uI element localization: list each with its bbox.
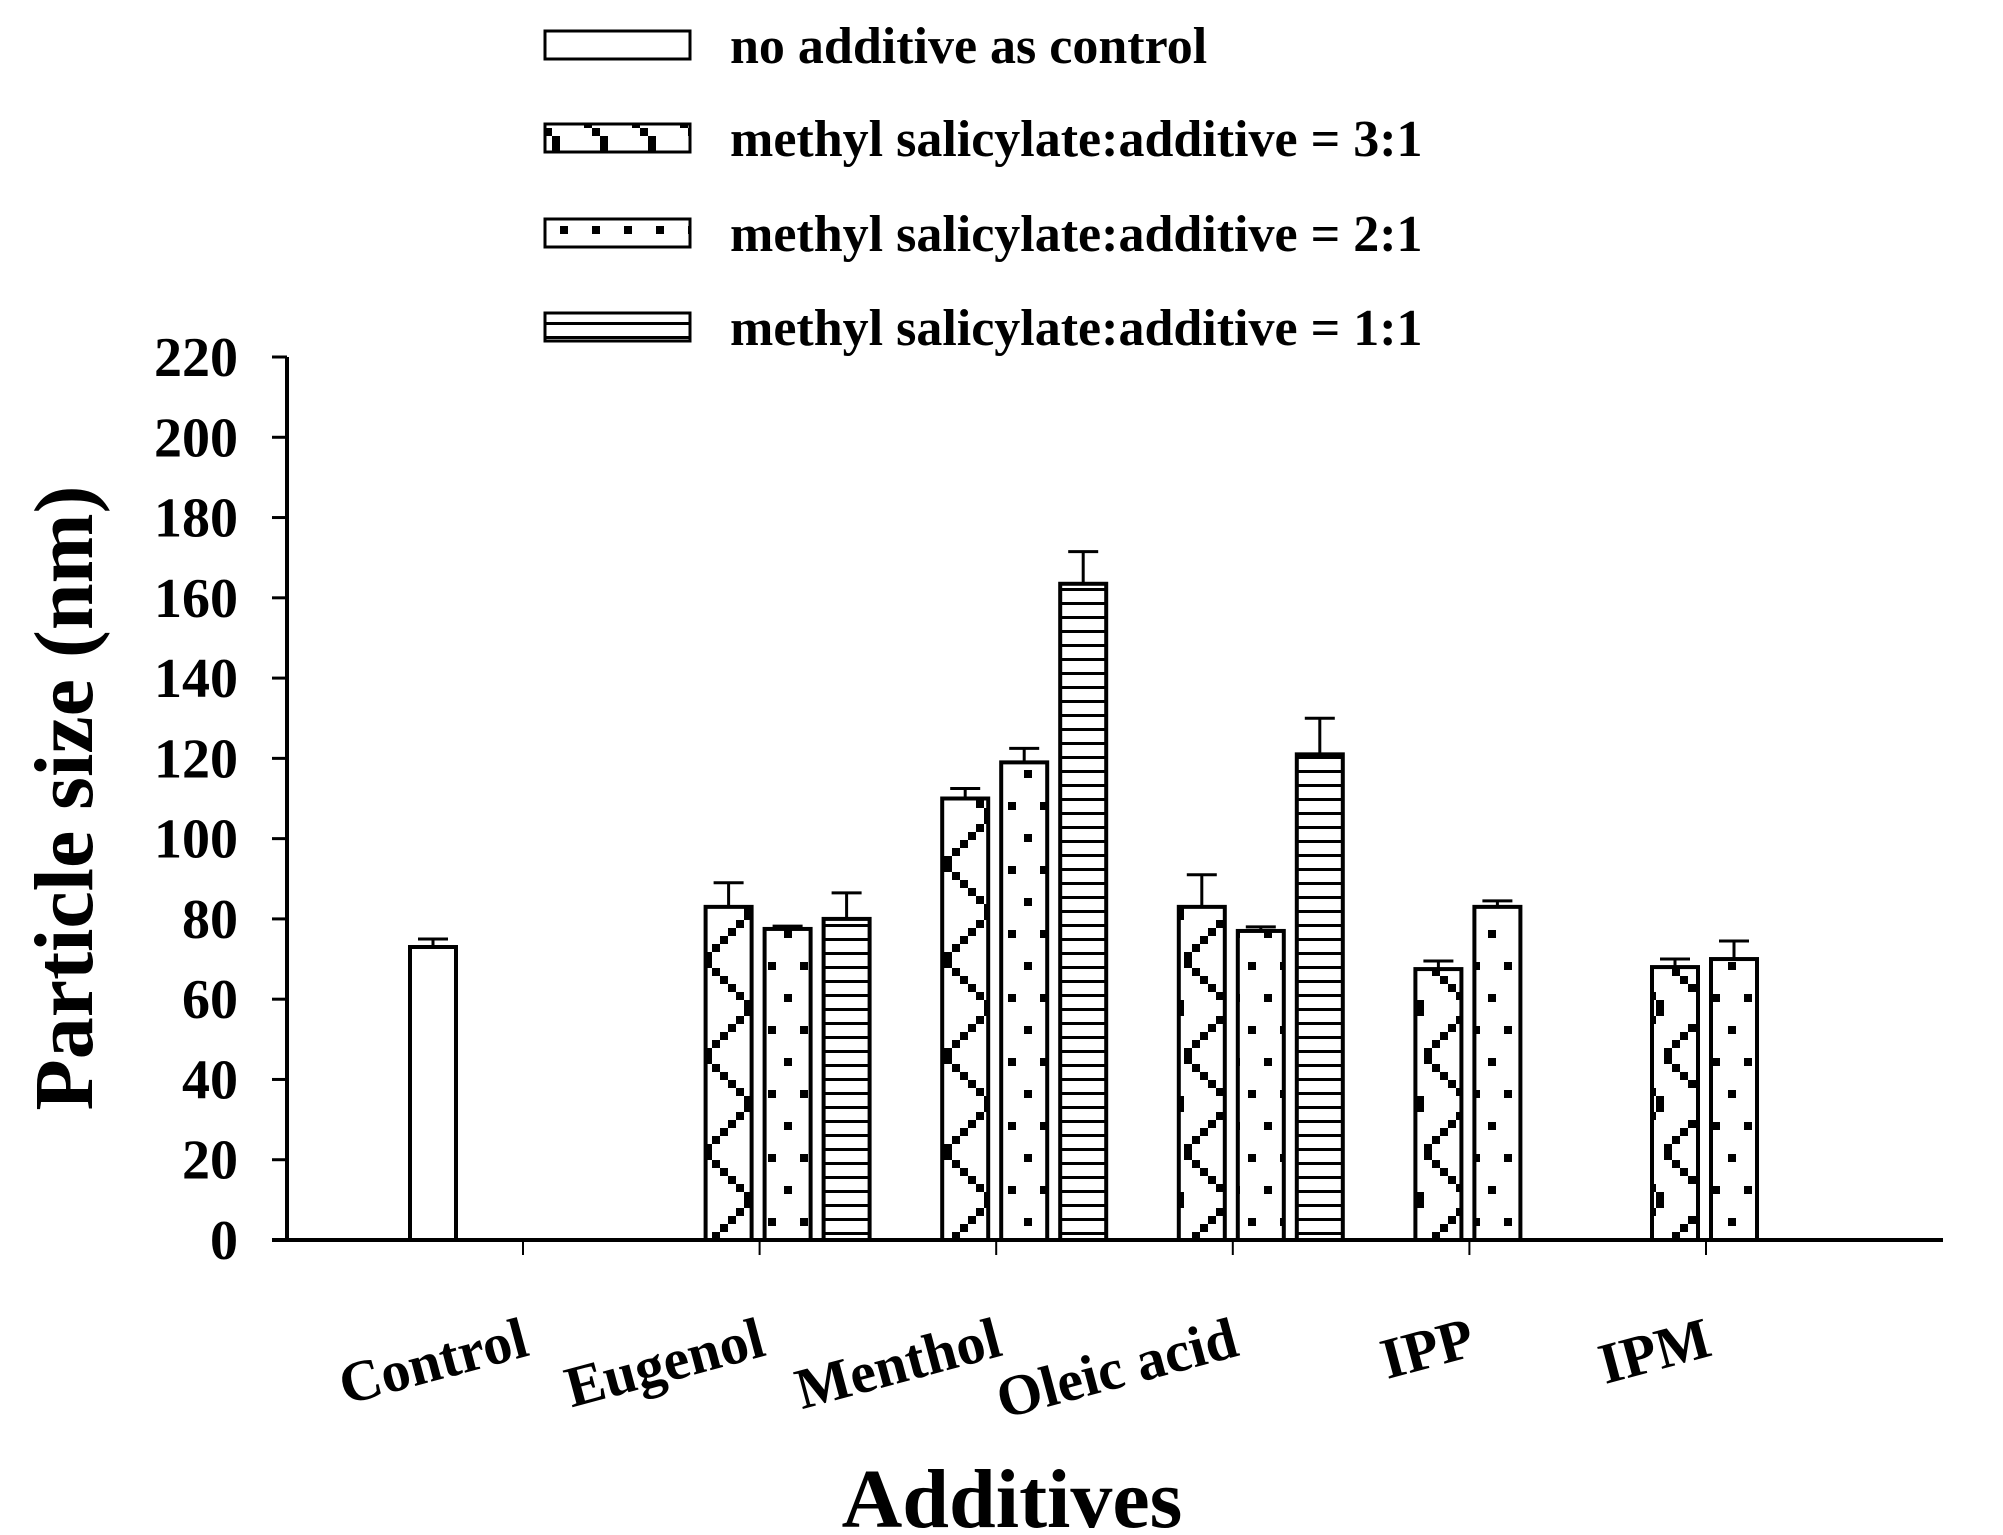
bar — [940, 796, 991, 1242]
bar — [821, 916, 872, 1243]
y-tick-label: 220 — [154, 327, 238, 389]
y-tick-label: 120 — [154, 728, 238, 790]
bar — [1709, 957, 1759, 1243]
y-tick-label: 40 — [182, 1049, 238, 1111]
y-tick-label: 60 — [182, 969, 238, 1031]
x-tick-label: IPP — [1374, 1305, 1481, 1392]
legend-swatch — [543, 217, 692, 249]
y-tick-label: 20 — [182, 1130, 238, 1192]
bar — [1413, 967, 1464, 1242]
bar — [1650, 965, 1700, 1243]
bar — [762, 926, 813, 1242]
y-axis-label: Particle size (nm) — [18, 485, 111, 1110]
legend-label: methyl salicylate:additive = 1:1 — [730, 300, 1423, 357]
y-tick-label: 180 — [154, 488, 238, 550]
legend-swatch — [543, 29, 692, 61]
x-tick-label: Eugenol — [558, 1305, 771, 1420]
x-tick-label: Oleic acid — [989, 1305, 1244, 1432]
bar — [999, 760, 1050, 1242]
legend-label: no additive as control — [730, 18, 1207, 75]
y-tick-label: 0 — [210, 1210, 238, 1272]
legend-swatch — [543, 122, 692, 154]
y-tick-label: 80 — [182, 889, 238, 951]
legend-label: methyl salicylate:additive = 3:1 — [730, 111, 1423, 168]
bar — [408, 945, 458, 1242]
y-tick-label: 160 — [154, 568, 238, 630]
x-tick-label: IPM — [1592, 1305, 1718, 1397]
legend-label: methyl salicylate:additive = 2:1 — [730, 206, 1423, 263]
bar — [1058, 581, 1109, 1242]
x-tick-label: Menthol — [788, 1305, 1007, 1422]
y-tick-label: 140 — [154, 648, 238, 710]
bars — [408, 550, 1759, 1243]
bar — [1472, 904, 1523, 1242]
bar — [1176, 904, 1227, 1242]
bar — [703, 904, 754, 1242]
bar — [1235, 928, 1286, 1242]
y-tick-label: 100 — [154, 809, 238, 871]
x-axis-label: Additives — [842, 1453, 1183, 1535]
bar — [1294, 752, 1345, 1242]
legend: no additive as control methyl salicylate:… — [543, 18, 1423, 357]
x-tick-label: Control — [332, 1305, 535, 1418]
y-tick-label: 200 — [154, 407, 238, 469]
legend-swatch — [543, 311, 692, 343]
